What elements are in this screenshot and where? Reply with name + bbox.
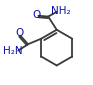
Text: H₂N: H₂N xyxy=(3,46,23,56)
Text: O: O xyxy=(32,10,40,20)
Text: O: O xyxy=(16,28,24,38)
Text: NH₂: NH₂ xyxy=(51,6,71,16)
